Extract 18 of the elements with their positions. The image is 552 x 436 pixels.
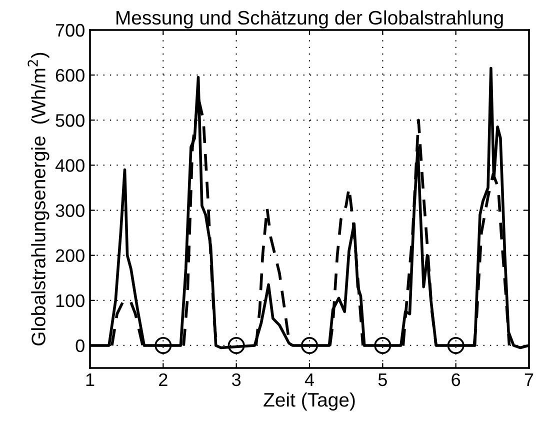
y-axis-title: Globalstrahlungsenergie (Wh/m$^{2}$) bbox=[28, 52, 50, 346]
x-tick-label: 1 bbox=[86, 374, 94, 386]
y-tick-label: 200 bbox=[56, 249, 84, 262]
y-tick-label: 0 bbox=[76, 339, 84, 352]
chart-title: Messung und Schätzung der Globalstrahlung bbox=[116, 10, 503, 28]
x-tick-label: 6 bbox=[452, 373, 460, 386]
x-tick-label: 2 bbox=[159, 373, 168, 386]
y-tick-label: 700 bbox=[56, 24, 84, 37]
x-axis-title: Zeit (Tage) bbox=[264, 392, 355, 411]
y-tick-label: 300 bbox=[56, 204, 84, 217]
y-tick-label: 100 bbox=[56, 294, 84, 308]
y-tick-label: 500 bbox=[56, 114, 84, 127]
x-tick-label: 4 bbox=[304, 374, 314, 386]
y-tick-label: 400 bbox=[55, 159, 84, 172]
x-tick-label: 5 bbox=[378, 374, 387, 386]
y-tick-label: 600 bbox=[56, 69, 84, 82]
x-tick-label: 3 bbox=[232, 373, 241, 386]
x-tick-label: 7 bbox=[524, 374, 534, 386]
